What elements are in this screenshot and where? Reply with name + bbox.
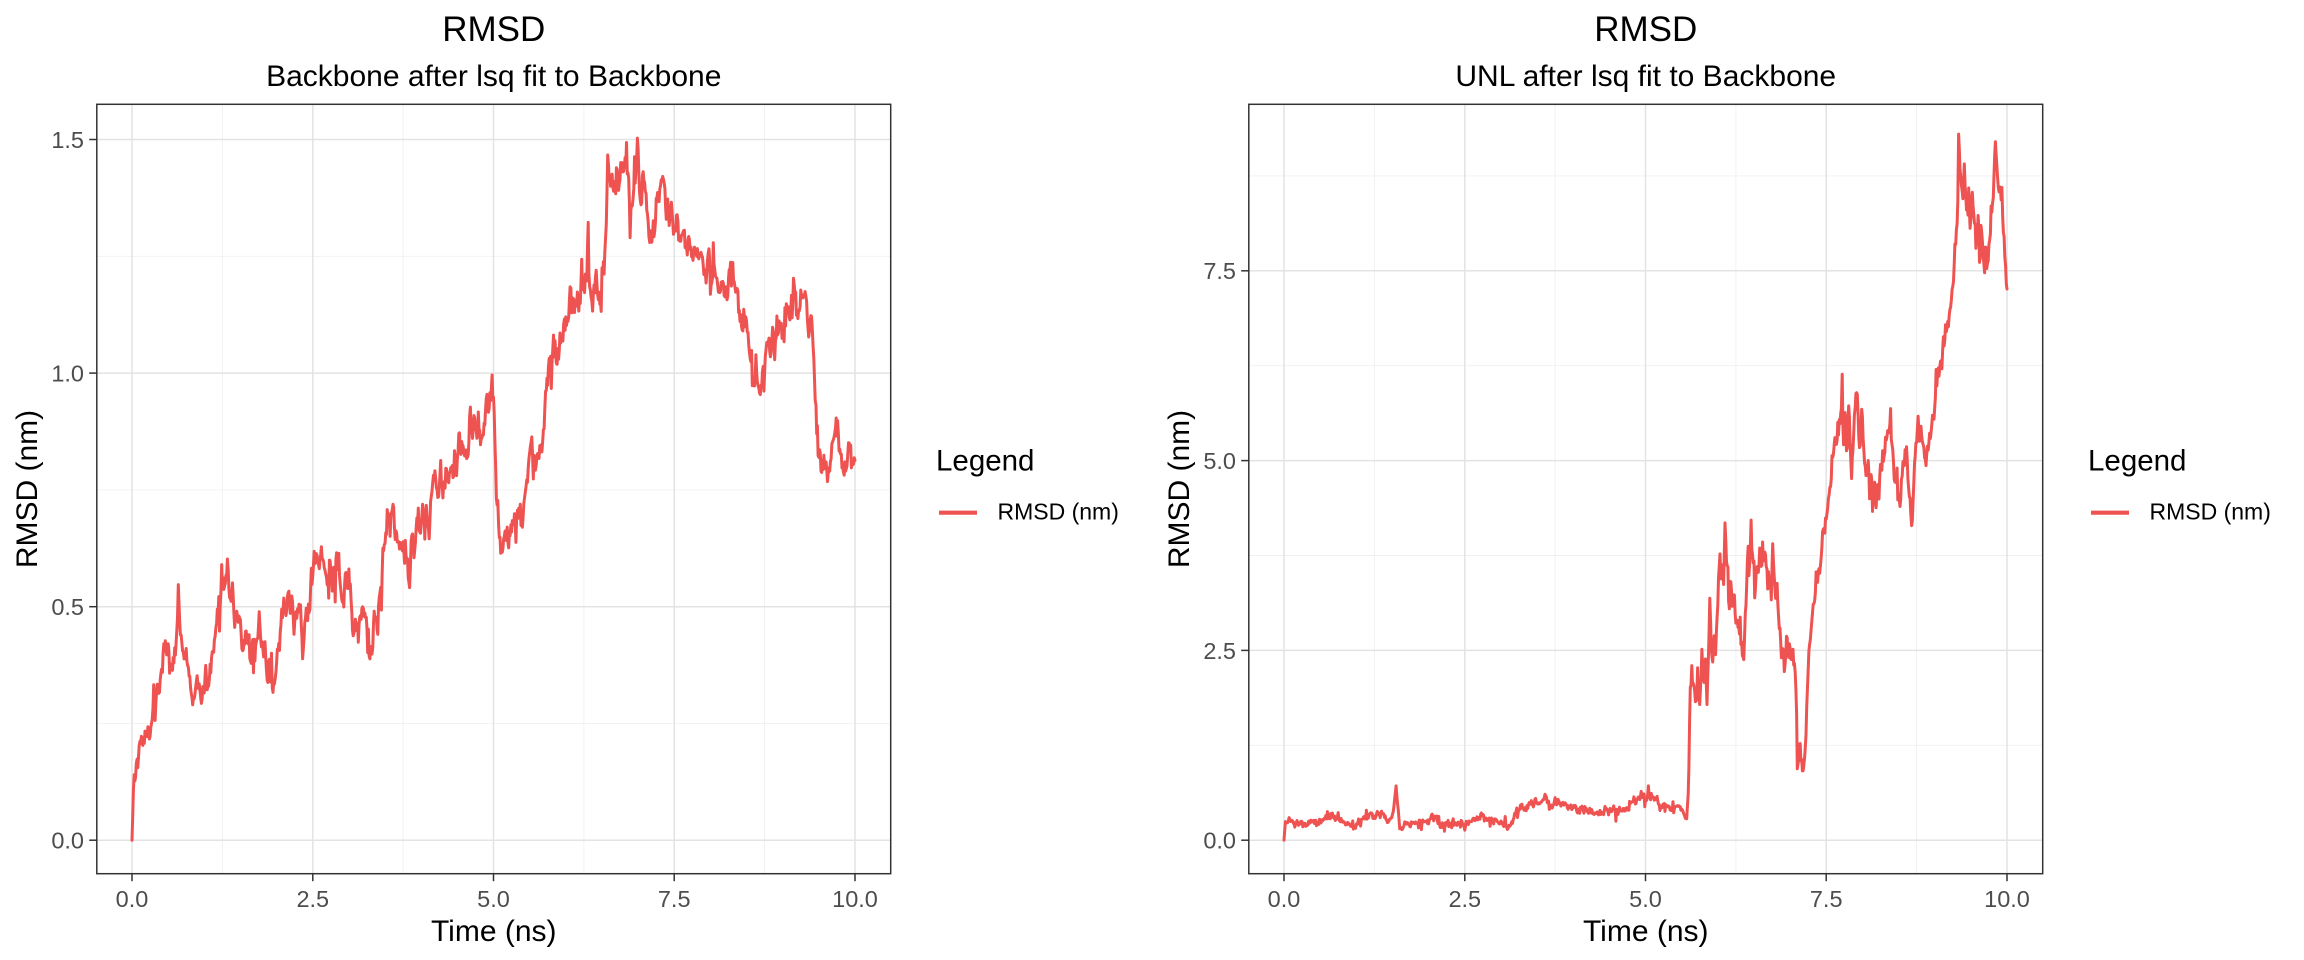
- svg-text:RMSD (nm): RMSD (nm): [998, 499, 1119, 525]
- svg-text:2.5: 2.5: [1203, 638, 1236, 664]
- svg-text:5.0: 5.0: [1203, 448, 1236, 474]
- svg-text:10.0: 10.0: [1984, 886, 2030, 912]
- svg-text:Time (ns): Time (ns): [1583, 915, 1709, 948]
- svg-text:2.5: 2.5: [296, 886, 329, 912]
- svg-text:7.5: 7.5: [1203, 258, 1236, 284]
- svg-text:UNL after lsq fit to Backbone: UNL after lsq fit to Backbone: [1455, 60, 1836, 93]
- svg-text:10.0: 10.0: [832, 886, 878, 912]
- svg-text:Legend: Legend: [2088, 445, 2186, 478]
- svg-text:Time (ns): Time (ns): [431, 915, 557, 948]
- svg-text:0.5: 0.5: [51, 594, 84, 620]
- svg-text:Backbone after lsq fit to Back: Backbone after lsq fit to Backbone: [266, 60, 721, 93]
- svg-text:0.0: 0.0: [116, 886, 149, 912]
- svg-text:RMSD (nm): RMSD (nm): [11, 410, 44, 568]
- svg-text:2.5: 2.5: [1448, 886, 1481, 912]
- svg-text:7.5: 7.5: [658, 886, 691, 912]
- svg-text:RMSD (nm): RMSD (nm): [2150, 499, 2271, 525]
- svg-text:Legend: Legend: [936, 445, 1034, 478]
- svg-text:RMSD: RMSD: [1594, 10, 1697, 49]
- svg-text:5.0: 5.0: [477, 886, 510, 912]
- svg-text:5.0: 5.0: [1629, 886, 1662, 912]
- svg-text:0.0: 0.0: [1268, 886, 1301, 912]
- svg-text:1.5: 1.5: [51, 127, 84, 153]
- svg-text:RMSD (nm): RMSD (nm): [1163, 410, 1196, 568]
- svg-text:0.0: 0.0: [51, 828, 84, 854]
- svg-text:0.0: 0.0: [1203, 828, 1236, 854]
- svg-text:1.0: 1.0: [51, 361, 84, 387]
- svg-text:RMSD: RMSD: [442, 10, 545, 49]
- svg-text:7.5: 7.5: [1810, 886, 1843, 912]
